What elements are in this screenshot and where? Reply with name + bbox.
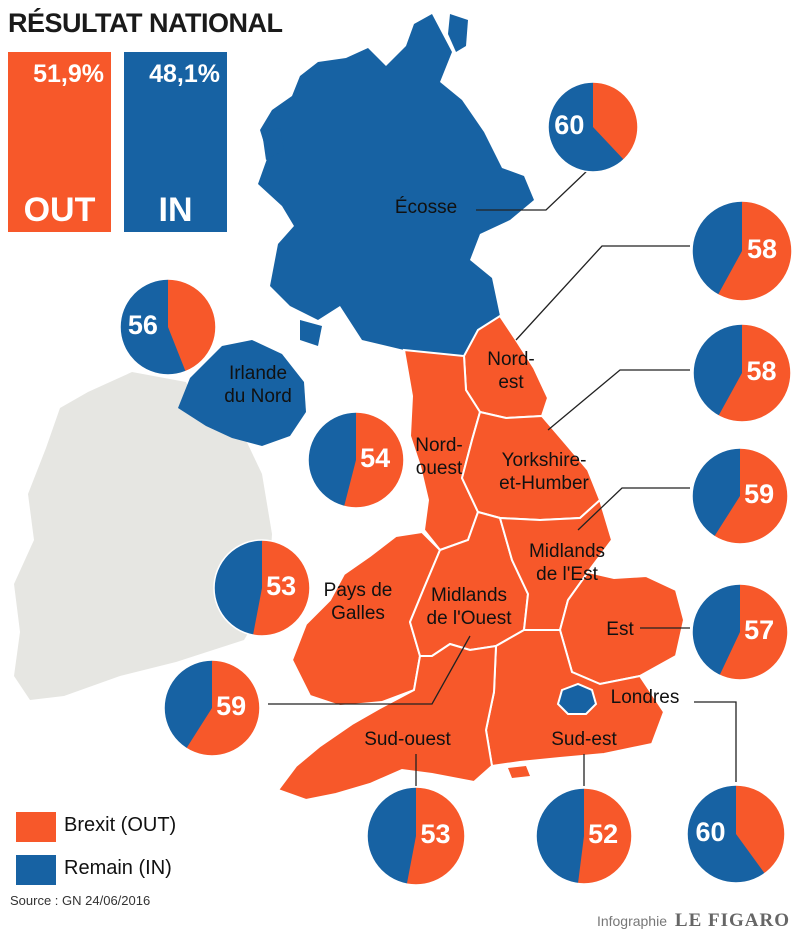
pie-slice-brexit-londres xyxy=(736,785,785,874)
leader-line-nord-est xyxy=(515,245,690,341)
pie-outline-est xyxy=(691,583,789,681)
scotland-region xyxy=(258,14,534,356)
legend-in-swatch xyxy=(16,855,56,885)
national-out-percent: 51,9% xyxy=(33,60,104,88)
le-figaro-logo: LE FIGARO xyxy=(674,910,790,931)
pie-value-londres: 60 xyxy=(695,817,726,847)
pie-midlands-de-l-est xyxy=(691,447,789,545)
credit-prefix: Infographie xyxy=(596,913,667,929)
pie-slice-brexit-nord-ouest xyxy=(344,411,404,508)
leader-line-londres xyxy=(694,701,737,782)
pie-irlande-du-nord xyxy=(119,278,217,376)
pie-slice-brexit-pays-de-galles xyxy=(253,540,310,636)
pie-outline-midlands-de-l-est xyxy=(691,447,789,545)
london-region xyxy=(556,682,598,715)
legend-out-label: Brexit (OUT) xyxy=(64,814,177,836)
pie-value-est: 57 xyxy=(744,615,775,645)
region-label-pays-de-galles: Pays de Galles xyxy=(323,580,393,624)
pie-value-midlands-de-l-est: 59 xyxy=(744,479,775,509)
national-in-box: 48,1% IN xyxy=(124,52,227,232)
credit: Infographie LE FIGARO xyxy=(597,910,790,932)
pie-slice-brexit-irlande-du-nord xyxy=(168,279,217,372)
leader-line-midlands-ouest xyxy=(268,635,471,705)
pie-value-ecosse: 60 xyxy=(554,110,585,140)
pie-pays-de-galles xyxy=(213,539,311,637)
region-label-londres: Londres xyxy=(610,687,680,708)
region-label-sud-est: Sud-est xyxy=(551,729,617,750)
east-region xyxy=(558,570,686,686)
pie-value-midlands-de-l-ouest: 59 xyxy=(216,691,247,721)
pie-slice-brexit-midlands-de-l-ouest xyxy=(186,660,261,756)
pie-outline-nord-ouest xyxy=(307,411,405,509)
legend-in-label: Remain (IN) xyxy=(64,857,172,879)
national-result-title: RÉSULTAT NATIONAL xyxy=(8,8,283,38)
pie-outline-sud-ouest xyxy=(366,786,466,886)
pie-value-sud-est: 52 xyxy=(588,819,619,849)
region-label-midlands-de-l-ouest: Midlands de l'Ouest xyxy=(426,585,512,629)
pie-value-nord-ouest: 54 xyxy=(360,443,391,473)
pie-sud-ouest xyxy=(366,786,466,886)
pie-outline-midlands-de-l-ouest xyxy=(163,659,261,757)
pie-outline-pays-de-galles xyxy=(213,539,311,637)
source-note: Source : GN 24/06/2016 xyxy=(10,893,151,908)
national-out-label: OUT xyxy=(23,191,96,229)
pie-slice-brexit-est xyxy=(719,584,788,680)
pie-slice-brexit-nord-est xyxy=(717,201,792,301)
pie-value-pays-de-galles: 53 xyxy=(266,571,297,601)
leader-lines xyxy=(268,169,737,786)
leader-line-midlands-est xyxy=(577,487,690,531)
pie-slice-brexit-yorkshire-et-humber xyxy=(718,324,791,422)
pie-nord-ouest xyxy=(307,411,405,509)
isle-of-wight xyxy=(508,766,530,778)
pie-outline-sud-est xyxy=(535,787,633,885)
pie-slice-brexit-sud-ouest xyxy=(406,787,465,885)
pie-sud-est xyxy=(535,787,633,885)
pie-slice-brexit-sud-est xyxy=(577,788,632,884)
pie-nord-est xyxy=(691,200,793,302)
pie-outline-irlande-du-nord xyxy=(119,278,217,376)
region-label-nord-est: Nord- est xyxy=(487,349,535,393)
scotland-island-southwest xyxy=(300,320,322,346)
scotland-island-west xyxy=(262,128,284,160)
leader-line-ecosse xyxy=(476,169,589,211)
pie-outline-ecosse xyxy=(547,81,639,173)
region-label-sud-ouest: Sud-ouest xyxy=(364,729,451,750)
northern-ireland-region xyxy=(178,340,306,446)
national-out-box: 51,9% OUT xyxy=(8,52,111,232)
leader-line-yorkshire xyxy=(547,369,690,431)
pie-value-nord-est: 58 xyxy=(747,234,778,264)
region-label-ecosse: Écosse xyxy=(394,197,458,218)
region-label-irlande-du-nord: Irlande du Nord xyxy=(224,363,292,407)
region-label-yorkshire-et-humber: Yorkshire- et-Humber xyxy=(499,450,589,494)
pie-value-sud-ouest: 53 xyxy=(420,819,451,849)
pie-ecosse xyxy=(547,81,639,173)
pie-value-yorkshire-et-humber: 58 xyxy=(746,356,777,386)
scotland-island-north xyxy=(448,14,468,52)
pie-charts xyxy=(119,81,793,886)
pie-londres xyxy=(686,784,786,884)
pie-outline-yorkshire-et-humber xyxy=(692,323,792,423)
pie-slice-brexit-ecosse xyxy=(593,82,639,160)
pie-value-irlande-du-nord: 56 xyxy=(127,310,158,340)
legend-out-swatch xyxy=(16,812,56,842)
pie-est xyxy=(691,583,789,681)
south-west-region xyxy=(276,642,498,802)
ireland-landmass xyxy=(14,372,272,700)
pie-outline-londres xyxy=(686,784,786,884)
pie-midlands-de-l-ouest xyxy=(163,659,261,757)
region-label-est: Est xyxy=(606,619,634,640)
pie-yorkshire-et-humber xyxy=(692,323,792,423)
pie-slice-brexit-midlands-de-l-est xyxy=(714,447,789,544)
region-label-midlands-de-l-est: Midlands de l'Est xyxy=(528,541,606,585)
region-label-nord-ouest: Nord- ouest xyxy=(415,435,463,479)
pie-outline-nord-est xyxy=(691,200,793,302)
national-in-percent: 48,1% xyxy=(149,60,220,88)
national-in-label: IN xyxy=(158,191,193,229)
